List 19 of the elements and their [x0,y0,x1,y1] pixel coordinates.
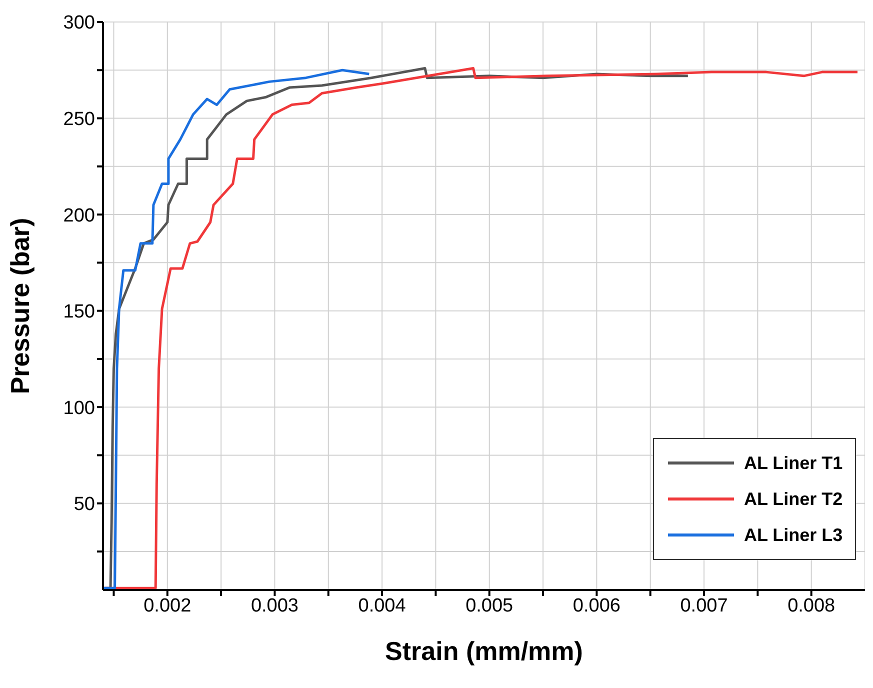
x-tick-label: 0.004 [358,595,406,616]
legend-label: AL Liner T1 [744,452,843,475]
x-tick-label: 0.003 [250,595,298,616]
y-tick-label: 300 [63,12,95,34]
y-tick-label: 200 [63,205,95,226]
y-tick-label: 150 [63,302,95,323]
y-tick-label: 250 [63,109,95,130]
y-tick-label: 50 [74,494,95,516]
x-tick-label: 0.007 [680,595,728,616]
x-tick-label: 0.002 [144,595,192,616]
line-series [103,68,370,590]
x-tick-label: 0.008 [788,595,836,616]
x-tick-label: 0.006 [572,595,620,616]
x-axis-title: Strain (mm/mm) [385,636,583,666]
y-tick-label: 100 [63,398,95,419]
x-tick-label: 0.005 [466,595,514,616]
legend-label: AL Liner T2 [744,488,843,511]
legend-label: AL Liner L3 [744,524,843,547]
y-axis-title: Pressure (bar) [5,218,36,394]
